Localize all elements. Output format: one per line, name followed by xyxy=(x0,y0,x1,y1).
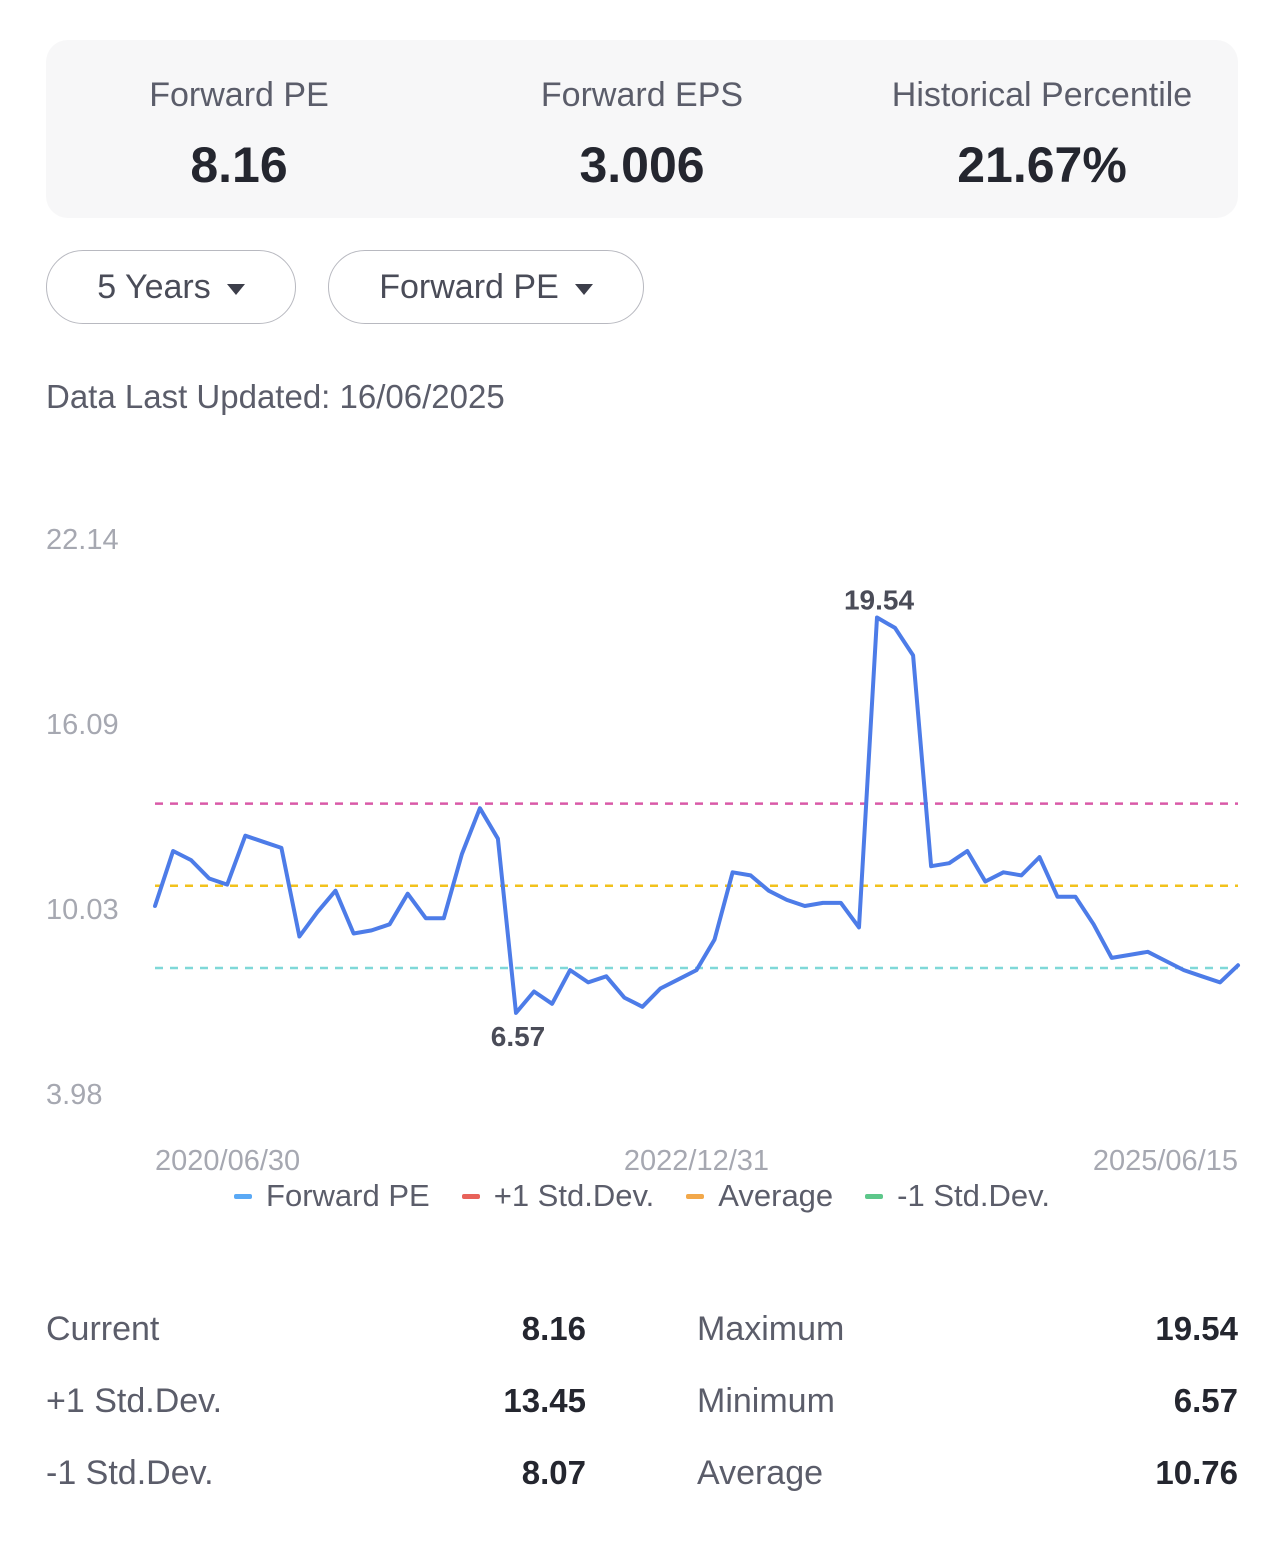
stat-label: Minimum xyxy=(697,1382,835,1420)
chart-legend: Forward PE +1 Std.Dev. Average -1 Std.De… xyxy=(0,1176,1284,1216)
stat-row-current: Current 8.16 xyxy=(46,1310,586,1360)
x-tick-label: 2025/06/15 xyxy=(1093,1145,1238,1177)
stat-value: 8.07 xyxy=(521,1454,586,1491)
stat-label: +1 Std.Dev. xyxy=(46,1382,223,1420)
forward-eps-value: 3.006 xyxy=(579,137,705,193)
y-tick-label: 16.09 xyxy=(46,709,119,741)
legend-swatch-average xyxy=(686,1193,705,1199)
stat-value: 19.54 xyxy=(1155,1310,1238,1347)
legend-label-minus-sd: -1 Std.Dev. xyxy=(897,1178,1050,1213)
min-annotation: 6.57 xyxy=(491,1021,546,1052)
stat-label: Current xyxy=(46,1310,160,1348)
stat-row-maximum: Maximum 19.54 xyxy=(697,1310,1238,1360)
data-last-updated: Data Last Updated: 16/06/2025 xyxy=(46,378,505,416)
period-dropdown[interactable]: 5 Years xyxy=(46,250,296,324)
forward-pe-value: 8.16 xyxy=(190,137,288,193)
forward-eps-label: Forward EPS xyxy=(540,76,744,114)
legend-label-forward-pe: Forward PE xyxy=(266,1178,430,1213)
stat-value: 10.76 xyxy=(1155,1454,1238,1491)
stat-value: 6.57 xyxy=(1173,1382,1238,1419)
legend-swatch-plus-sd xyxy=(461,1193,480,1199)
stat-row-minimum: Minimum 6.57 xyxy=(697,1382,1238,1432)
historical-percentile-label: Historical Percentile xyxy=(891,76,1193,114)
historical-percentile-value: 21.67% xyxy=(957,137,1127,193)
legend-label-plus-sd: +1 Std.Dev. xyxy=(493,1178,655,1213)
y-tick-label: 10.03 xyxy=(46,894,119,926)
metric-dropdown[interactable]: Forward PE xyxy=(328,250,644,324)
updated-date: 16/06/2025 xyxy=(339,378,505,415)
stat-value: 13.45 xyxy=(503,1382,586,1419)
y-tick-label: 3.98 xyxy=(46,1079,102,1111)
legend-item-minus-sd[interactable]: -1 Std.Dev. xyxy=(865,1176,1050,1216)
legend-label-average: Average xyxy=(718,1178,834,1213)
legend-item-plus-sd[interactable]: +1 Std.Dev. xyxy=(461,1176,655,1216)
max-annotation: 19.54 xyxy=(844,584,914,615)
stat-row-plus-sd: +1 Std.Dev. 13.45 xyxy=(46,1382,586,1432)
metric-dropdown-label: Forward PE xyxy=(379,267,559,306)
forward-pe-label: Forward PE xyxy=(149,76,329,114)
caret-down-icon xyxy=(226,283,245,295)
legend-swatch-minus-sd xyxy=(865,1193,884,1199)
stat-label: Maximum xyxy=(697,1310,845,1348)
period-dropdown-label: 5 Years xyxy=(97,267,211,306)
updated-label: Data Last Updated: xyxy=(46,378,331,415)
legend-item-forward-pe[interactable]: Forward PE xyxy=(234,1176,430,1216)
x-tick-label: 2022/12/31 xyxy=(624,1145,769,1177)
forward-pe-series-line xyxy=(153,615,1240,1015)
stat-row-minus-sd: -1 Std.Dev. 8.07 xyxy=(46,1454,586,1504)
legend-swatch-forward-pe xyxy=(234,1193,253,1199)
legend-item-average[interactable]: Average xyxy=(686,1176,833,1216)
x-tick-label: 2020/06/30 xyxy=(155,1145,300,1177)
forward-pe-chart: 22.14 16.09 10.03 3.98 2020/06/30 2022/12/31 2… xyxy=(46,524,1240,1177)
stat-label: Average xyxy=(697,1454,824,1492)
stat-value: 8.16 xyxy=(521,1310,586,1347)
y-tick-label: 22.14 xyxy=(46,524,119,556)
caret-down-icon xyxy=(574,283,593,295)
summary-card: Forward PE 8.16 Forward EPS 3.006 Histor… xyxy=(46,40,1238,218)
stat-row-average: Average 10.76 xyxy=(697,1454,1238,1504)
stat-label: -1 Std.Dev. xyxy=(46,1454,214,1492)
